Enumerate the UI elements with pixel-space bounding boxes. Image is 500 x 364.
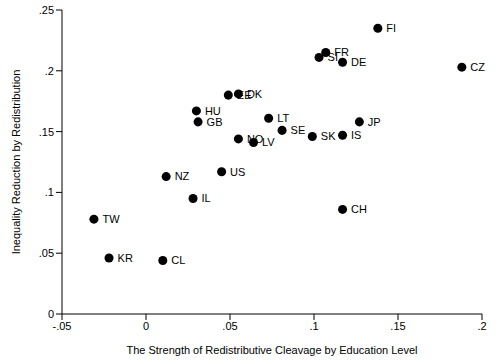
svg-text:FR: FR bbox=[334, 46, 349, 59]
svg-text:.25: .25 bbox=[39, 4, 54, 16]
svg-text:CH: CH bbox=[351, 203, 367, 215]
svg-text:EE: EE bbox=[236, 89, 252, 101]
svg-text:US: US bbox=[230, 166, 245, 178]
svg-text:IS: IS bbox=[351, 129, 361, 141]
svg-text:GB: GB bbox=[207, 116, 223, 128]
svg-text:.05: .05 bbox=[39, 247, 54, 259]
svg-text:.15: .15 bbox=[39, 126, 54, 138]
svg-text:.2: .2 bbox=[45, 65, 54, 77]
svg-text:SE: SE bbox=[291, 124, 306, 136]
svg-text:SK: SK bbox=[321, 130, 336, 142]
svg-text:NZ: NZ bbox=[175, 170, 190, 182]
svg-text:.05: .05 bbox=[222, 320, 237, 332]
svg-text:0: 0 bbox=[48, 308, 54, 320]
svg-text:.1: .1 bbox=[45, 186, 54, 198]
svg-text:.1: .1 bbox=[309, 320, 318, 332]
svg-text:CZ: CZ bbox=[470, 61, 485, 73]
svg-text:LV: LV bbox=[262, 136, 275, 148]
svg-text:-.05: -.05 bbox=[53, 320, 72, 332]
svg-text:.2: .2 bbox=[477, 320, 486, 332]
svg-text:HU: HU bbox=[204, 104, 221, 117]
svg-text:KR: KR bbox=[118, 252, 133, 264]
svg-text:NO: NO bbox=[246, 132, 264, 145]
svg-text:.15: .15 bbox=[390, 320, 405, 332]
svg-text:IL: IL bbox=[202, 192, 211, 204]
svg-text:Inequality Reduction by Redist: Inequality Reduction by Redistribution bbox=[10, 70, 22, 255]
svg-text:LT: LT bbox=[277, 112, 289, 124]
svg-text:CL: CL bbox=[171, 254, 185, 266]
svg-text:The Strength of Redistributive: The Strength of Redistributive Cleavage … bbox=[126, 344, 417, 356]
svg-text:FI: FI bbox=[386, 22, 396, 34]
svg-text:TW: TW bbox=[102, 213, 120, 225]
svg-text:SI: SI bbox=[328, 51, 338, 63]
svg-text:DE: DE bbox=[351, 56, 366, 68]
svg-text:0: 0 bbox=[143, 320, 149, 332]
svg-text:DK: DK bbox=[247, 88, 263, 100]
svg-text:JP: JP bbox=[368, 116, 381, 128]
